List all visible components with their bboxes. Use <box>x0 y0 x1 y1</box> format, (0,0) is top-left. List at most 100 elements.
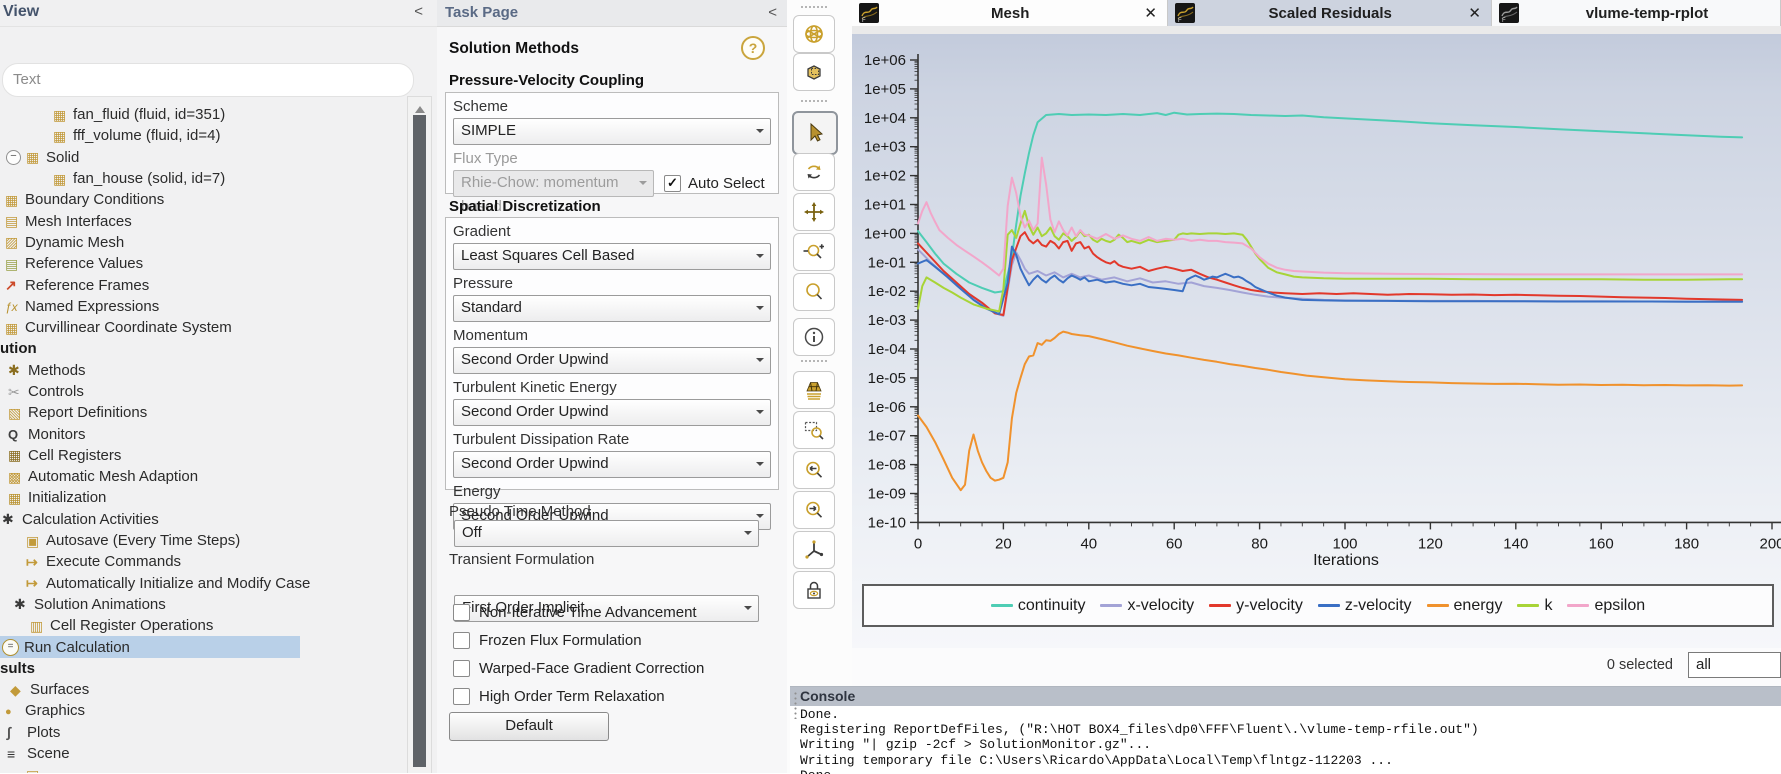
x-axis-title: Iterations <box>852 552 1781 570</box>
checkbox-row[interactable]: Frozen Flux Formulation <box>451 626 704 654</box>
tree-item[interactable]: Dynamic Mesh <box>0 232 303 253</box>
outline-panel: View < Text fan_fluid (fluid, id=351) ff… <box>0 0 438 773</box>
scrollbar-thumb[interactable] <box>413 115 426 767</box>
tree-item[interactable]: Surfaces <box>0 679 308 700</box>
tree-item[interactable]: ution <box>0 338 298 359</box>
tree-item[interactable]: sults <box>0 658 298 679</box>
tree-item-icon <box>30 616 50 636</box>
next-view-button[interactable] <box>793 491 835 529</box>
tree-item[interactable]: Plots <box>0 722 305 743</box>
tree-item[interactable]: Autosave (Every Time Steps) <box>0 530 324 551</box>
discretization-dropdown[interactable]: Second Order Upwind <box>453 347 771 374</box>
tree-expander-icon[interactable]: − <box>6 150 21 165</box>
tree-item[interactable]: fan_fluid (fluid, id=351) <box>0 104 351 125</box>
tab-scaled-residuals[interactable]: F Scaled Residuals ✕ <box>1168 0 1492 26</box>
tree-item[interactable]: fff_volume (fluid, id=4) <box>0 125 351 146</box>
view-box-button[interactable] <box>793 53 835 91</box>
zoom-in-out-button[interactable] <box>793 233 835 271</box>
tree-item-label: Execute Commands <box>46 553 181 570</box>
tree-item[interactable]: Cell Registers <box>0 445 306 466</box>
console-output[interactable]: Done.Registering ReportDefFiles, ("R:\HO… <box>790 706 1781 774</box>
tree-item[interactable]: Mesh Interfaces <box>0 210 303 231</box>
tree-scrollbar[interactable] <box>407 96 432 773</box>
tree-item[interactable]: Calculation Activities <box>0 509 300 530</box>
rotate-view-button[interactable] <box>793 153 835 191</box>
collapse-panel-icon[interactable]: < <box>414 3 423 20</box>
tree-item[interactable]: Named Expressions <box>0 296 303 317</box>
info-button[interactable] <box>793 318 835 356</box>
tree-item[interactable]: Automatically Initialize and Modify Case <box>0 573 324 594</box>
discretization-dropdown[interactable]: Standard <box>453 295 771 322</box>
tree-item[interactable]: − Solid <box>0 147 304 168</box>
view-lock-button[interactable] <box>793 571 835 609</box>
discretization-dropdown[interactable]: Least Squares Cell Based <box>453 243 771 270</box>
close-icon[interactable]: ✕ <box>1140 4 1161 22</box>
tree-item-label: Autosave (Every Time Steps) <box>46 532 240 549</box>
checkbox[interactable] <box>453 632 470 649</box>
tree-item[interactable]: Execute Commands <box>0 551 324 572</box>
outline-tree: fan_fluid (fluid, id=351) fff_volume (fl… <box>0 104 405 773</box>
rotate-icon <box>802 160 826 184</box>
tree-item[interactable]: Scene <box>0 743 305 764</box>
tree-item[interactable]: Run Calculation <box>0 636 300 657</box>
mesh-display-button[interactable] <box>793 15 835 53</box>
discretization-dropdown[interactable]: Second Order Upwind <box>453 451 771 478</box>
checkbox[interactable] <box>453 660 470 677</box>
chevron-down-icon <box>756 129 764 137</box>
splitter-handle[interactable] <box>793 691 798 719</box>
tree-item-icon <box>53 169 73 189</box>
tree-item-label: Initialization <box>28 489 106 506</box>
tree-item[interactable]: Automatic Mesh Adaption <box>0 466 306 487</box>
tree-item[interactable]: Controls <box>0 381 306 402</box>
tree-item[interactable]: Methods <box>0 360 306 381</box>
pan-view-button[interactable] <box>793 193 835 231</box>
tree-item-label: Graphics <box>25 702 85 719</box>
help-icon[interactable]: ? <box>741 36 765 60</box>
tree-item[interactable] <box>0 764 324 773</box>
display-options-button[interactable] <box>793 371 835 409</box>
tree-item[interactable]: Report Definitions <box>0 402 306 423</box>
tree-item[interactable]: Monitors <box>0 423 306 444</box>
collapse-task-page-icon[interactable]: < <box>768 4 777 21</box>
pseudo-time-dropdown[interactable]: Off <box>454 520 759 547</box>
checkbox[interactable] <box>453 604 470 621</box>
tree-item-label: Calculation Activities <box>22 511 159 528</box>
tree-item[interactable]: Curvillinear Coordinate System <box>0 317 303 338</box>
tree-item[interactable]: fan_house (solid, id=7) <box>0 168 351 189</box>
zoom-magnify-button[interactable] <box>793 273 835 311</box>
legend-swatch <box>1209 604 1231 607</box>
checkbox-row[interactable]: Non-Iterative Time Advancement <box>451 598 704 626</box>
tree-item[interactable]: Initialization <box>0 487 306 508</box>
legend-swatch <box>1318 604 1340 607</box>
discretization-dropdown[interactable]: Second Order Upwind <box>453 399 771 426</box>
tree-item[interactable]: Cell Register Operations <box>0 615 328 636</box>
tree-item[interactable]: Graphics <box>0 700 303 721</box>
close-icon[interactable]: ✕ <box>1464 4 1485 22</box>
flux-type-dropdown[interactable]: Rhie-Chow: momentum based <box>453 170 654 197</box>
checkbox-row[interactable]: Warped-Face Gradient Correction <box>451 654 704 682</box>
selection-filter-combo[interactable]: all <box>1688 652 1781 678</box>
axis-triad-button[interactable] <box>793 531 835 569</box>
tab-label: Scaled Residuals <box>1196 5 1464 22</box>
tree-item[interactable]: Boundary Conditions <box>0 189 303 210</box>
scheme-dropdown[interactable]: SIMPLE <box>453 118 771 145</box>
checkbox-label: High Order Term Relaxation <box>479 688 665 705</box>
zoom-to-area-button[interactable] <box>793 411 835 449</box>
previous-view-button[interactable] <box>793 451 835 489</box>
checkbox-row[interactable]: High Order Term Relaxation <box>451 682 704 710</box>
select-pointer-button[interactable] <box>792 111 838 155</box>
tab-mesh[interactable]: F Mesh ✕ <box>852 0 1168 26</box>
tree-item[interactable]: Reference Frames <box>0 274 303 295</box>
console-line: Done. <box>800 768 1781 774</box>
legend-label: epsilon <box>1594 597 1645 615</box>
tree-item-icon <box>5 700 25 722</box>
chevron-down-icon <box>756 358 764 366</box>
auto-select-checkbox[interactable] <box>664 175 681 192</box>
default-button[interactable]: Default <box>449 712 609 741</box>
tree-filter-input[interactable]: Text <box>2 63 414 97</box>
checkbox[interactable] <box>453 688 470 705</box>
scroll-up-icon[interactable] <box>415 101 425 113</box>
tree-item[interactable]: Reference Values <box>0 253 303 274</box>
tab-vlume-temp-rplot[interactable]: F vlume-temp-rplot <box>1492 0 1781 26</box>
tree-item[interactable]: Solution Animations <box>0 594 312 615</box>
